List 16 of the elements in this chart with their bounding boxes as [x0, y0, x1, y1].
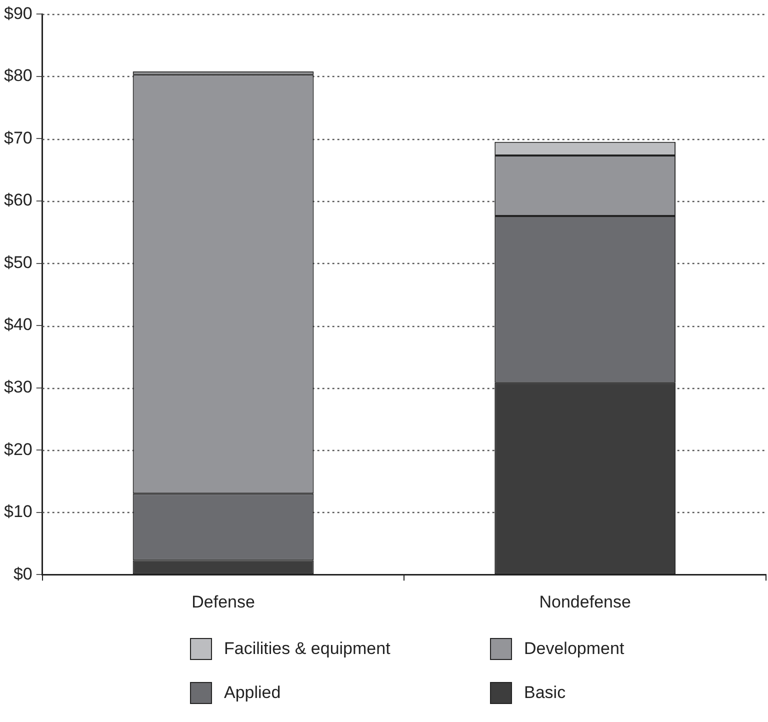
y-tick-label: $10	[4, 502, 32, 522]
y-tick-label: $70	[4, 128, 32, 148]
y-tick-label: $40	[4, 315, 32, 334]
legend-label: Development	[524, 639, 624, 659]
legend-label: Facilities & equipment	[224, 639, 390, 659]
x-tick-label: Nondefense	[539, 592, 631, 612]
y-tick-label: $60	[4, 190, 32, 210]
y-tick-label: $0	[13, 564, 32, 584]
legend-label: Basic	[524, 683, 566, 703]
x-tick-label: Defense	[192, 592, 255, 612]
y-tick-label: $50	[4, 252, 32, 272]
y-tick-label: $20	[4, 440, 32, 459]
y-tick-label: $30	[4, 377, 32, 396]
legend-label: Applied	[224, 683, 281, 703]
y-tick-label: $90	[4, 4, 32, 23]
y-tick-label: $80	[4, 66, 32, 86]
